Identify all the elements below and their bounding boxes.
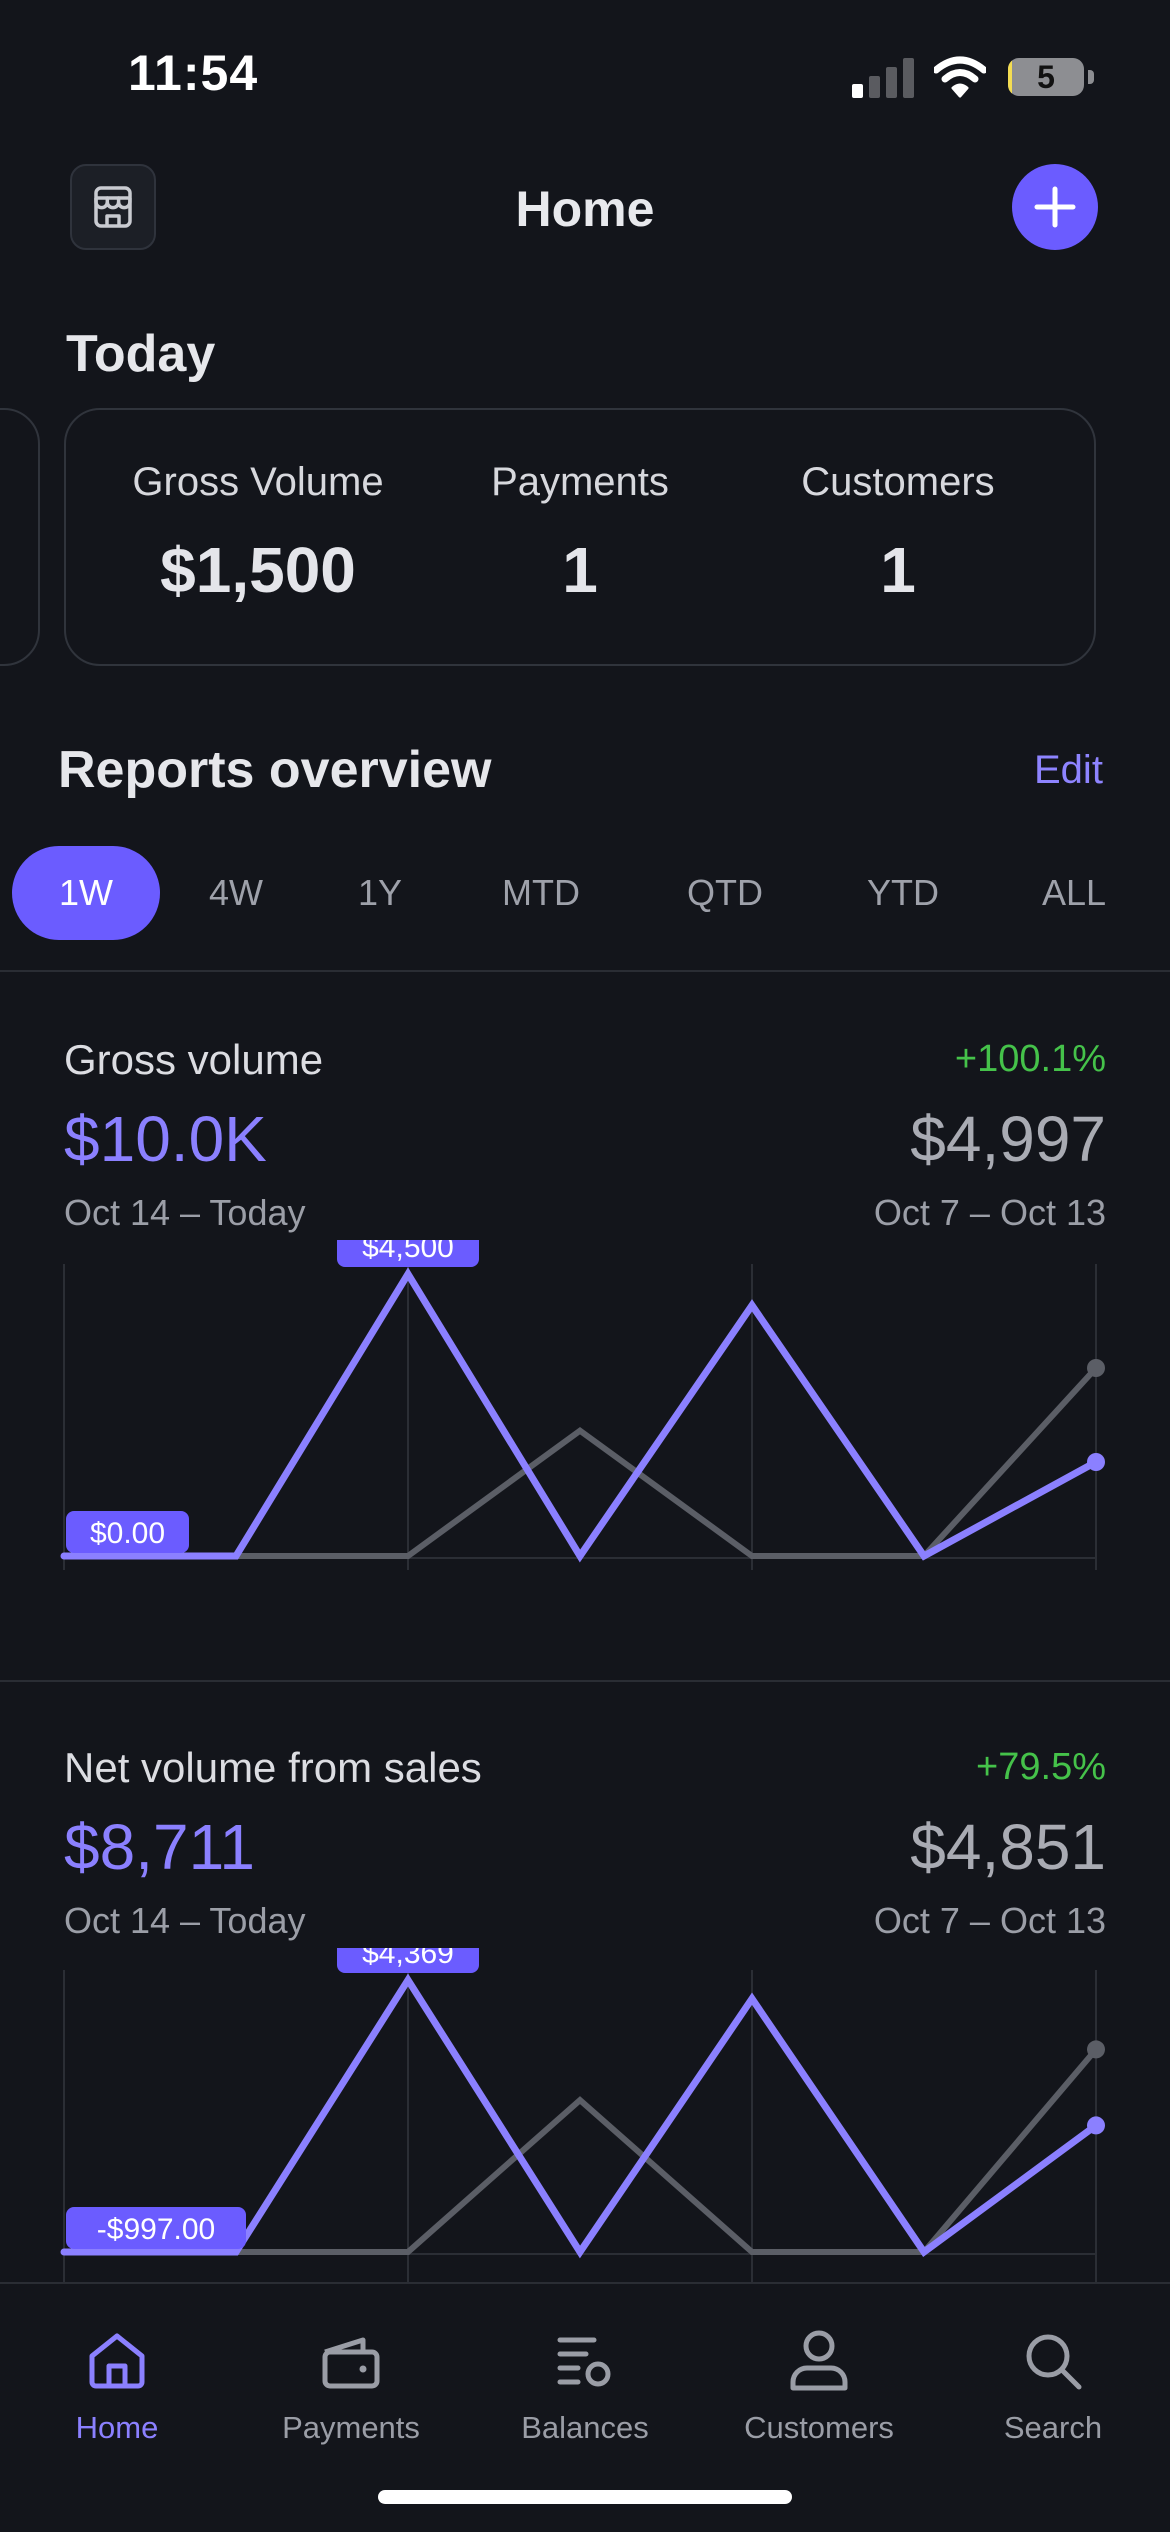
chart-title: Net volume from sales	[64, 1744, 482, 1791]
battery-level: 5	[1037, 59, 1055, 95]
current-series-end-point	[1087, 1453, 1105, 1471]
cellular-signal-icon	[852, 58, 914, 98]
value-label: $4,500	[337, 1240, 479, 1267]
metric-customers: Customers 1	[738, 460, 1058, 607]
svg-text:-$997.00: -$997.00	[97, 2213, 215, 2246]
chart-current-range: Oct 14 – Today	[64, 1900, 306, 1941]
previous-card-peek[interactable]	[0, 408, 40, 666]
search-icon	[1026, 2334, 1082, 2390]
previous-series-line	[61, 1365, 1099, 1559]
page-title: Home	[515, 181, 655, 237]
home-indicator	[378, 2490, 792, 2504]
gross-volume-card[interactable]: Gross volume +100.1% $10.0K $4,997 Oct 1…	[0, 972, 1170, 1682]
divider	[0, 970, 1170, 972]
range-1y[interactable]: 1Y	[357, 872, 403, 913]
range-ytd[interactable]: YTD	[867, 872, 939, 913]
edit-button[interactable]: Edit	[1034, 748, 1103, 792]
wifi-icon	[934, 56, 986, 98]
value-label: $0.00	[66, 1511, 189, 1553]
tab-label: Search	[1003, 2410, 1103, 2445]
svg-text:$0.00: $0.00	[90, 1517, 165, 1550]
range-1w[interactable]: 1W	[12, 846, 160, 940]
storefront-icon	[94, 186, 132, 228]
plus-icon	[1034, 186, 1076, 228]
tab-label: Balances	[521, 2410, 649, 2445]
svg-text:$4,369: $4,369	[362, 1948, 454, 1970]
value-label: $4,369	[337, 1948, 479, 1973]
tab-label: Customers	[744, 2410, 894, 2445]
metric-label: Payments	[491, 460, 669, 504]
metric-value: 1	[562, 534, 598, 606]
tab-customers[interactable]: Customers	[702, 2306, 936, 2446]
today-heading: Today	[66, 325, 216, 383]
chart-current-value: $10.0K	[64, 1103, 267, 1175]
previous-series-end-point	[1087, 2040, 1105, 2059]
tab-label: Home	[75, 2410, 159, 2445]
current-series-end-point	[1087, 2116, 1105, 2135]
svg-text:$4,500: $4,500	[362, 1240, 454, 1264]
metric-value: 1	[880, 534, 916, 606]
chart-current-range: Oct 14 – Today	[64, 1192, 306, 1233]
range-mtd[interactable]: MTD	[502, 872, 580, 913]
add-button[interactable]	[1012, 164, 1098, 250]
tab-home[interactable]: Home	[0, 2306, 234, 2446]
today-summary-card[interactable]: Gross Volume $1,500 Payments 1 Customers…	[64, 408, 1096, 666]
gross-volume-chart: $4,500 $0.00	[60, 1240, 1105, 1570]
divider	[0, 1680, 1170, 1682]
person-icon	[790, 2330, 848, 2391]
tab-balances[interactable]: Balances	[468, 2306, 702, 2446]
chart-change: +100.1%	[954, 1038, 1106, 1080]
chart-previous-range: Oct 7 – Oct 13	[873, 1900, 1106, 1941]
tab-label: Payments	[282, 2410, 420, 2445]
net-volume-card[interactable]: Net volume from sales +79.5% $8,711 $4,8…	[0, 1682, 1170, 2282]
tab-payments[interactable]: Payments	[234, 2306, 468, 2446]
chart-previous-value: $4,851	[910, 1811, 1106, 1883]
wallet-icon	[322, 2337, 380, 2389]
metric-value: $1,500	[160, 534, 356, 606]
metric-gross-volume: Gross Volume $1,500	[98, 460, 418, 607]
net-volume-chart: $4,369 -$997.00	[60, 1948, 1105, 2282]
metric-payments: Payments 1	[420, 460, 740, 607]
balances-icon	[557, 2337, 611, 2387]
current-series-line	[60, 1973, 1100, 2259]
chart-current-value: $8,711	[64, 1811, 255, 1883]
current-series-line	[60, 1267, 1100, 1563]
range-qtd[interactable]: QTD	[687, 872, 763, 913]
store-button[interactable]	[70, 164, 156, 250]
chart-previous-value: $4,997	[910, 1103, 1106, 1175]
status-time: 11:54	[128, 45, 259, 101]
tab-search[interactable]: Search	[936, 2306, 1170, 2446]
range-all[interactable]: ALL	[1041, 872, 1107, 913]
range-4w[interactable]: 4W	[209, 872, 263, 913]
battery-nub	[1088, 70, 1094, 84]
chart-previous-range: Oct 7 – Oct 13	[873, 1192, 1106, 1233]
metric-label: Gross Volume	[132, 460, 384, 504]
chart-change: +79.5%	[976, 1746, 1106, 1788]
metric-label: Customers	[801, 460, 995, 504]
chart-title: Gross volume	[64, 1036, 324, 1083]
home-icon	[89, 2333, 145, 2389]
reports-heading: Reports overview	[58, 741, 492, 799]
previous-series-end-point	[1087, 1359, 1105, 1377]
battery-icon: 5	[1008, 58, 1084, 96]
value-label: -$997.00	[66, 2207, 246, 2249]
range-selector: 1W 4W 1Y MTD QTD YTD ALL	[0, 846, 1170, 940]
